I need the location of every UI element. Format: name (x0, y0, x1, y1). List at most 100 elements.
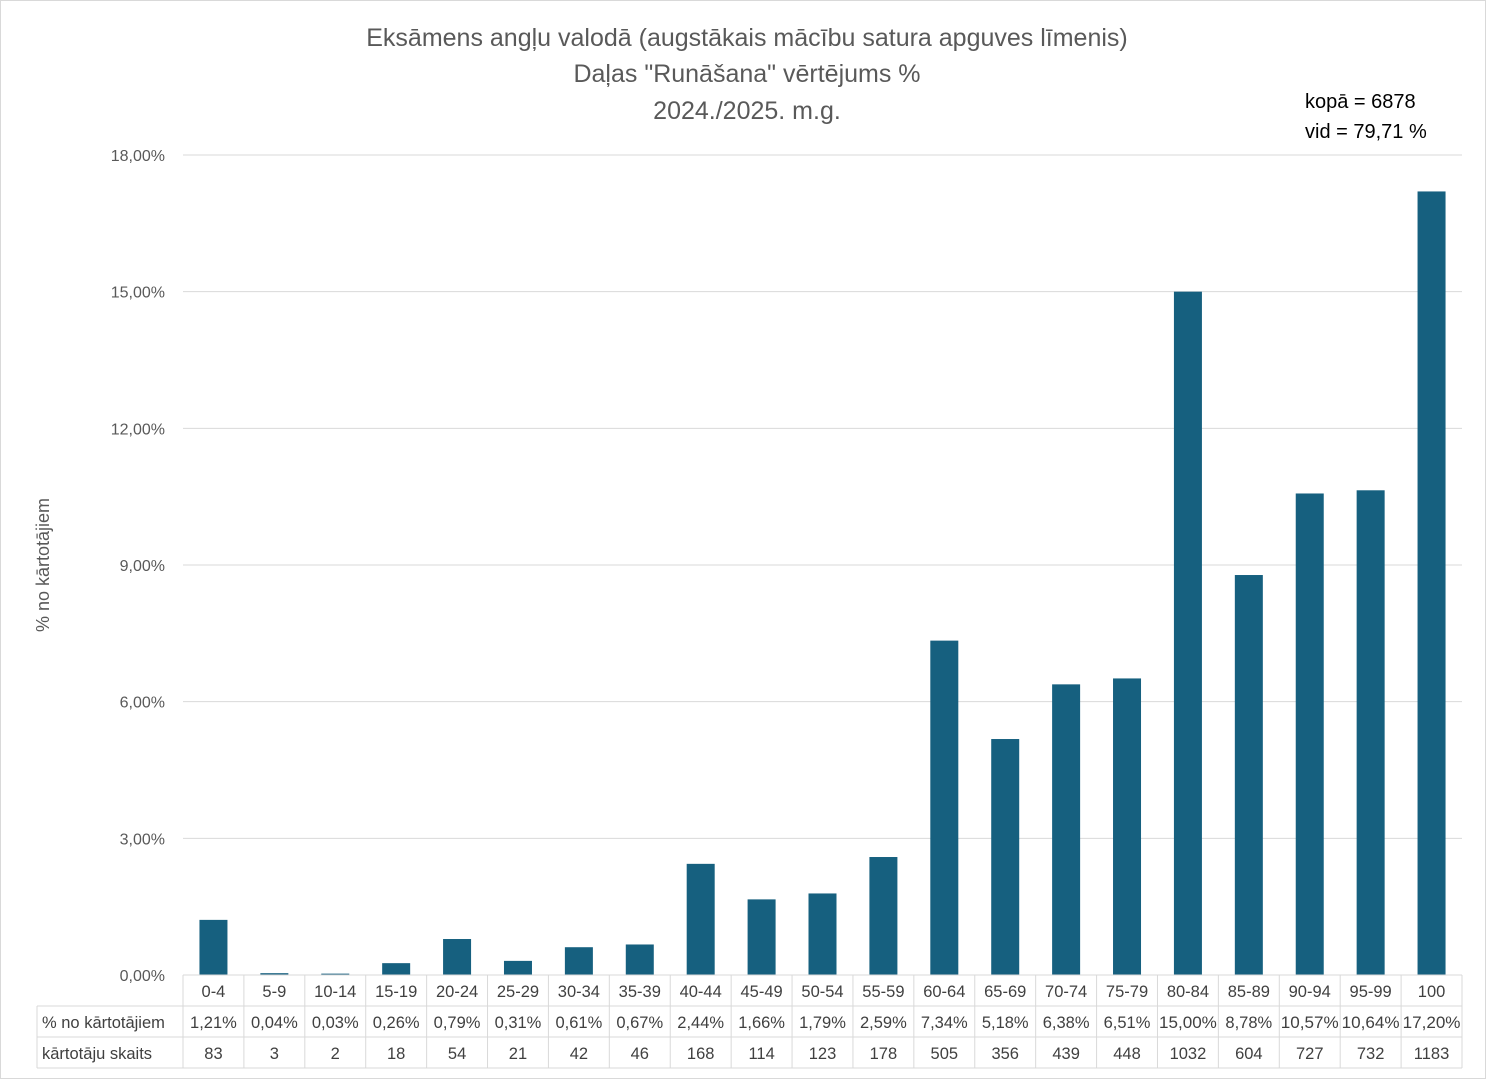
table-cell: 0,03% (312, 1014, 359, 1032)
table-cell: 178 (870, 1045, 898, 1063)
table-cell: 0,61% (555, 1014, 602, 1032)
category-label: 80-84 (1167, 983, 1209, 1001)
category-label: 30-34 (558, 983, 600, 1001)
y-tick-label: 3,00% (120, 831, 165, 848)
table-cell: 439 (1052, 1045, 1080, 1063)
category-label: 25-29 (497, 983, 539, 1001)
bar-20-24 (443, 939, 472, 975)
bar-70-74 (1052, 684, 1081, 975)
table-cell: 1,79% (799, 1014, 846, 1032)
table-cell: 10,64% (1342, 1014, 1400, 1032)
category-label: 55-59 (862, 983, 904, 1001)
bar-15-19 (382, 963, 411, 975)
bar-25-29 (503, 960, 532, 975)
table-cell: 1,66% (738, 1014, 785, 1032)
bar-80-84 (1173, 291, 1202, 976)
y-tick-label: 6,00% (120, 695, 165, 712)
table-cell: 0,31% (495, 1014, 542, 1032)
category-label: 65-69 (984, 983, 1026, 1001)
y-axis-label: % no kārtotājiem (33, 498, 53, 632)
bar-30-34 (564, 947, 593, 975)
annotation-total: kopā = 6878 (1305, 91, 1416, 113)
category-label: 60-64 (923, 983, 965, 1001)
category-label: 35-39 (619, 983, 661, 1001)
table-cell: 2 (331, 1045, 340, 1063)
category-label: 10-14 (314, 983, 356, 1001)
category-label: 5-9 (262, 983, 286, 1001)
table-cell: 1,21% (190, 1014, 237, 1032)
category-label: 85-89 (1228, 983, 1270, 1001)
table-row-label: kārtotāju skaits (42, 1045, 152, 1063)
table-cell: 5,18% (982, 1014, 1029, 1032)
table-cell: 1183 (1414, 1045, 1449, 1063)
table-cell: 3 (270, 1045, 279, 1063)
table-cell: 2,44% (677, 1014, 724, 1032)
category-label: 45-49 (740, 983, 782, 1001)
table-cell: 83 (204, 1045, 222, 1063)
bar-10-14 (321, 973, 350, 975)
table-cell: 0,04% (251, 1014, 298, 1032)
bar-85-89 (1234, 575, 1263, 975)
category-label: 20-24 (436, 983, 478, 1001)
chart-title-line: Eksāmens angļu valodā (augstākais mācību… (366, 24, 1128, 52)
bar-95-99 (1356, 490, 1385, 975)
table-cell: 0,26% (373, 1014, 420, 1032)
table-cell: 15,00% (1159, 1014, 1217, 1032)
table-cell: 168 (687, 1045, 715, 1063)
category-label: 0-4 (202, 983, 226, 1001)
table-cell: 0,67% (616, 1014, 663, 1032)
category-label: 50-54 (801, 983, 843, 1001)
chart-title-line: Daļas "Runāšana" vērtējums % (573, 60, 920, 88)
table-cell: 42 (570, 1045, 588, 1063)
bar-100 (1417, 191, 1446, 975)
table-cell: 727 (1296, 1045, 1324, 1063)
table-cell: 604 (1235, 1045, 1263, 1063)
bar-5-9 (260, 973, 289, 975)
bar-35-39 (625, 944, 654, 975)
table-cell: 2,59% (860, 1014, 907, 1032)
table-cell: 448 (1113, 1045, 1141, 1063)
table-cell: 114 (748, 1045, 774, 1063)
table-cell: 21 (509, 1045, 527, 1063)
y-tick-label: 0,00% (120, 968, 165, 985)
table-cell: 505 (931, 1045, 959, 1063)
bar-0-4 (199, 919, 228, 975)
y-tick-label: 12,00% (111, 421, 165, 438)
bar-90-94 (1295, 493, 1324, 975)
bar-60-64 (930, 640, 959, 975)
table-cell: 0,79% (434, 1014, 481, 1032)
category-label: 75-79 (1106, 983, 1148, 1001)
category-label: 15-19 (375, 983, 417, 1001)
category-label: 70-74 (1045, 983, 1087, 1001)
bar-75-79 (1113, 678, 1142, 975)
category-label: 100 (1418, 983, 1446, 1001)
bar-45-49 (747, 899, 776, 975)
category-label: 90-94 (1289, 983, 1331, 1001)
category-label: 40-44 (680, 983, 722, 1001)
table-cell: 6,51% (1104, 1014, 1151, 1032)
table-cell: 1032 (1170, 1045, 1207, 1063)
y-tick-label: 9,00% (120, 558, 165, 575)
bar-55-59 (869, 857, 898, 975)
annotation-mean: vid = 79,71 % (1305, 121, 1427, 143)
bar-40-44 (686, 863, 715, 975)
table-row-label: % no kārtotājiem (42, 1014, 165, 1032)
table-cell: 46 (631, 1045, 649, 1063)
table-cell: 6,38% (1043, 1014, 1090, 1032)
chart-title-line: 2024./2025. m.g. (653, 97, 841, 125)
table-cell: 18 (387, 1045, 405, 1063)
table-cell: 54 (448, 1045, 466, 1063)
y-tick-label: 15,00% (111, 285, 165, 302)
table-cell: 123 (809, 1045, 837, 1063)
table-cell: 356 (991, 1045, 1019, 1063)
table-cell: 732 (1357, 1045, 1385, 1063)
table-cell: 17,20% (1403, 1014, 1461, 1032)
category-label: 95-99 (1350, 983, 1392, 1001)
table-cell: 8,78% (1225, 1014, 1272, 1032)
y-tick-label: 18,00% (111, 148, 165, 165)
bar-50-54 (808, 893, 837, 975)
table-cell: 10,57% (1281, 1014, 1339, 1032)
bar-65-69 (991, 739, 1020, 975)
table-cell: 7,34% (921, 1014, 968, 1032)
